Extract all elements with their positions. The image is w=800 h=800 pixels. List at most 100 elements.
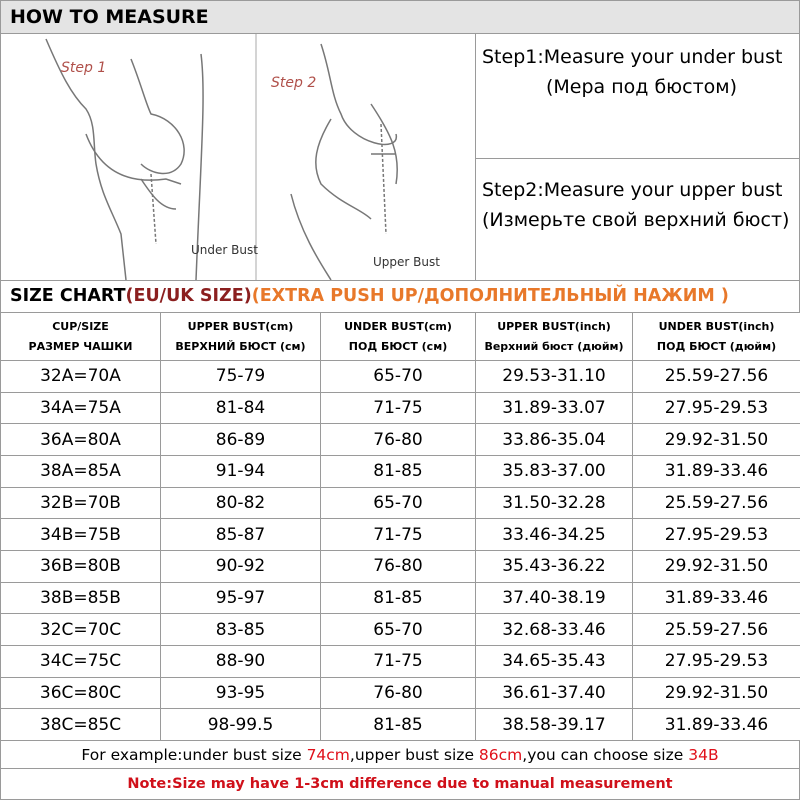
table-cell: 38A=85A [0,455,161,488]
header-line: CUP/SIZE [52,319,109,333]
table-cell: 27.95-29.53 [632,518,800,551]
table-cell: 93-95 [160,676,321,710]
table-cell: 80-82 [160,486,321,520]
table-cell: 81-84 [160,391,321,425]
table-cell: 83-85 [160,613,321,646]
table-cell: 81-85 [320,708,476,741]
table-cell: 91-94 [160,455,321,488]
table-cell: 27.95-29.53 [632,391,800,425]
table-cell: 90-92 [160,550,321,583]
step-label: Step 2 [271,75,316,91]
table-cell: 33.46-34.25 [475,518,633,551]
step-label: Step 1 [61,60,106,76]
example-text: For example:under bust size [81,745,307,764]
table-cell: 37.40-38.19 [475,581,633,615]
header-line: Верхний бюст (дюйм) [484,339,624,353]
table-cell: 65-70 [320,360,476,393]
table-cell: 35.43-36.22 [475,550,633,583]
example-highlight: 74cm [306,745,350,764]
column-header: UPPER BUST(cm) ВЕРХНИЙ БЮСТ (см) [160,312,321,361]
table-cell: 29.92-31.50 [632,550,800,583]
step-line: Step2:Measure your upper bust (Измерьте … [482,179,790,231]
table-cell: 31.50-32.28 [475,486,633,520]
table-cell: 32.68-33.46 [475,613,633,646]
header-line: UPPER BUST(cm) [187,319,294,333]
title-part: SIZE CHART [10,286,126,306]
table-cell: 27.95-29.53 [632,645,800,678]
column-header: CUP/SIZE РАЗМЕР ЧАШКИ [0,312,161,361]
table-cell: 32A=70A [0,360,161,393]
table-cell: 95-97 [160,581,321,615]
table-cell: 33.86-35.04 [475,423,633,456]
table-cell: 34A=75A [0,391,161,425]
table-cell: 76-80 [320,676,476,710]
table-cell: 71-75 [320,518,476,551]
table-cell: 65-70 [320,613,476,646]
table-cell: 38C=85C [0,708,161,741]
header-line: UNDER BUST(cm) [344,319,452,333]
table-cell: 88-90 [160,645,321,678]
table-cell: 38.58-39.17 [475,708,633,741]
size-chart-title: SIZE CHART(EU/UK SIZE)(EXTRA PUSH UP/ДОП… [0,280,800,313]
table-cell: 31.89-33.46 [632,581,800,615]
header-line: РАЗМЕР ЧАШКИ [28,339,133,353]
table-cell: 29.92-31.50 [632,676,800,710]
table-cell: 85-87 [160,518,321,551]
measure-label: Upper Bust [373,255,440,269]
table-cell: 31.89-33.46 [632,455,800,488]
header-title: HOW TO MEASURE [0,0,800,34]
figure-2 [290,43,398,281]
note: Note:Size may have 1-3cm difference due … [0,768,800,800]
column-header: UPPER BUST(inch) Верхний бюст (дюйм) [475,312,633,361]
step-line: (Мера под бюстом) [546,76,738,98]
table-cell: 71-75 [320,645,476,678]
table-cell: 34.65-35.43 [475,645,633,678]
table-cell: 65-70 [320,486,476,520]
figure-1 [45,38,204,281]
table-cell: 98-99.5 [160,708,321,741]
table-cell: 71-75 [320,391,476,425]
table-cell: 75-79 [160,360,321,393]
table-cell: 25.59-27.56 [632,486,800,520]
table-cell: 25.59-27.56 [632,613,800,646]
header-line: ПОД БЮСТ (см) [348,339,448,353]
table-cell: 81-85 [320,455,476,488]
example: For example:under bust size 74cm ,upper b… [0,740,800,769]
column-header: UNDER BUST(cm) ПОД БЮСТ (см) [320,312,476,361]
table-cell: 35.83-37.00 [475,455,633,488]
header-line: UNDER BUST(inch) [658,319,775,333]
table-cell: 29.92-31.50 [632,423,800,456]
step-1-text: Step1:Measure your under bust (Мера под … [475,33,800,159]
table-cell: 32C=70C [0,613,161,646]
table-cell: 34B=75B [0,518,161,551]
illustrations: Step 1 Under Bust Step 2 Upper Bust [0,33,476,281]
header-line: ПОД БЮСТ (дюйм) [656,339,777,353]
step-line: Step1:Measure your under bust [482,46,783,68]
table-cell: 25.59-27.56 [632,360,800,393]
measure-label: Under Bust [191,243,258,257]
table-cell: 81-85 [320,581,476,615]
table-cell: 31.89-33.07 [475,391,633,425]
table-cell: 38B=85B [0,581,161,615]
table-cell: 34C=75C [0,645,161,678]
title-part: (EU/UK SIZE) [125,286,252,306]
title-part: (EXTRA PUSH UP/ДОПОЛНИТЕЛЬНЫЙ НАЖИМ ) [251,286,729,306]
table-cell: 36.61-37.40 [475,676,633,710]
header-line: UPPER BUST(inch) [497,319,611,333]
step-2-text: Step2:Measure your upper bust (Измерьте … [475,158,800,281]
example-text: ,upper bust size [349,745,479,764]
table-cell: 32B=70B [0,486,161,520]
table-cell: 36A=80A [0,423,161,456]
example-highlight: 34B [688,745,719,764]
table-cell: 36B=80B [0,550,161,583]
example-text: ,you can choose size [522,745,689,764]
table-cell: 76-80 [320,550,476,583]
table-cell: 76-80 [320,423,476,456]
table-cell: 86-89 [160,423,321,456]
table-cell: 31.89-33.46 [632,708,800,741]
header-line: ВЕРХНИЙ БЮСТ (см) [175,339,306,353]
table-cell: 29.53-31.10 [475,360,633,393]
example-highlight: 86cm [478,745,523,764]
illustration-art: Step 1 Under Bust Step 2 Upper Bust [45,34,440,281]
